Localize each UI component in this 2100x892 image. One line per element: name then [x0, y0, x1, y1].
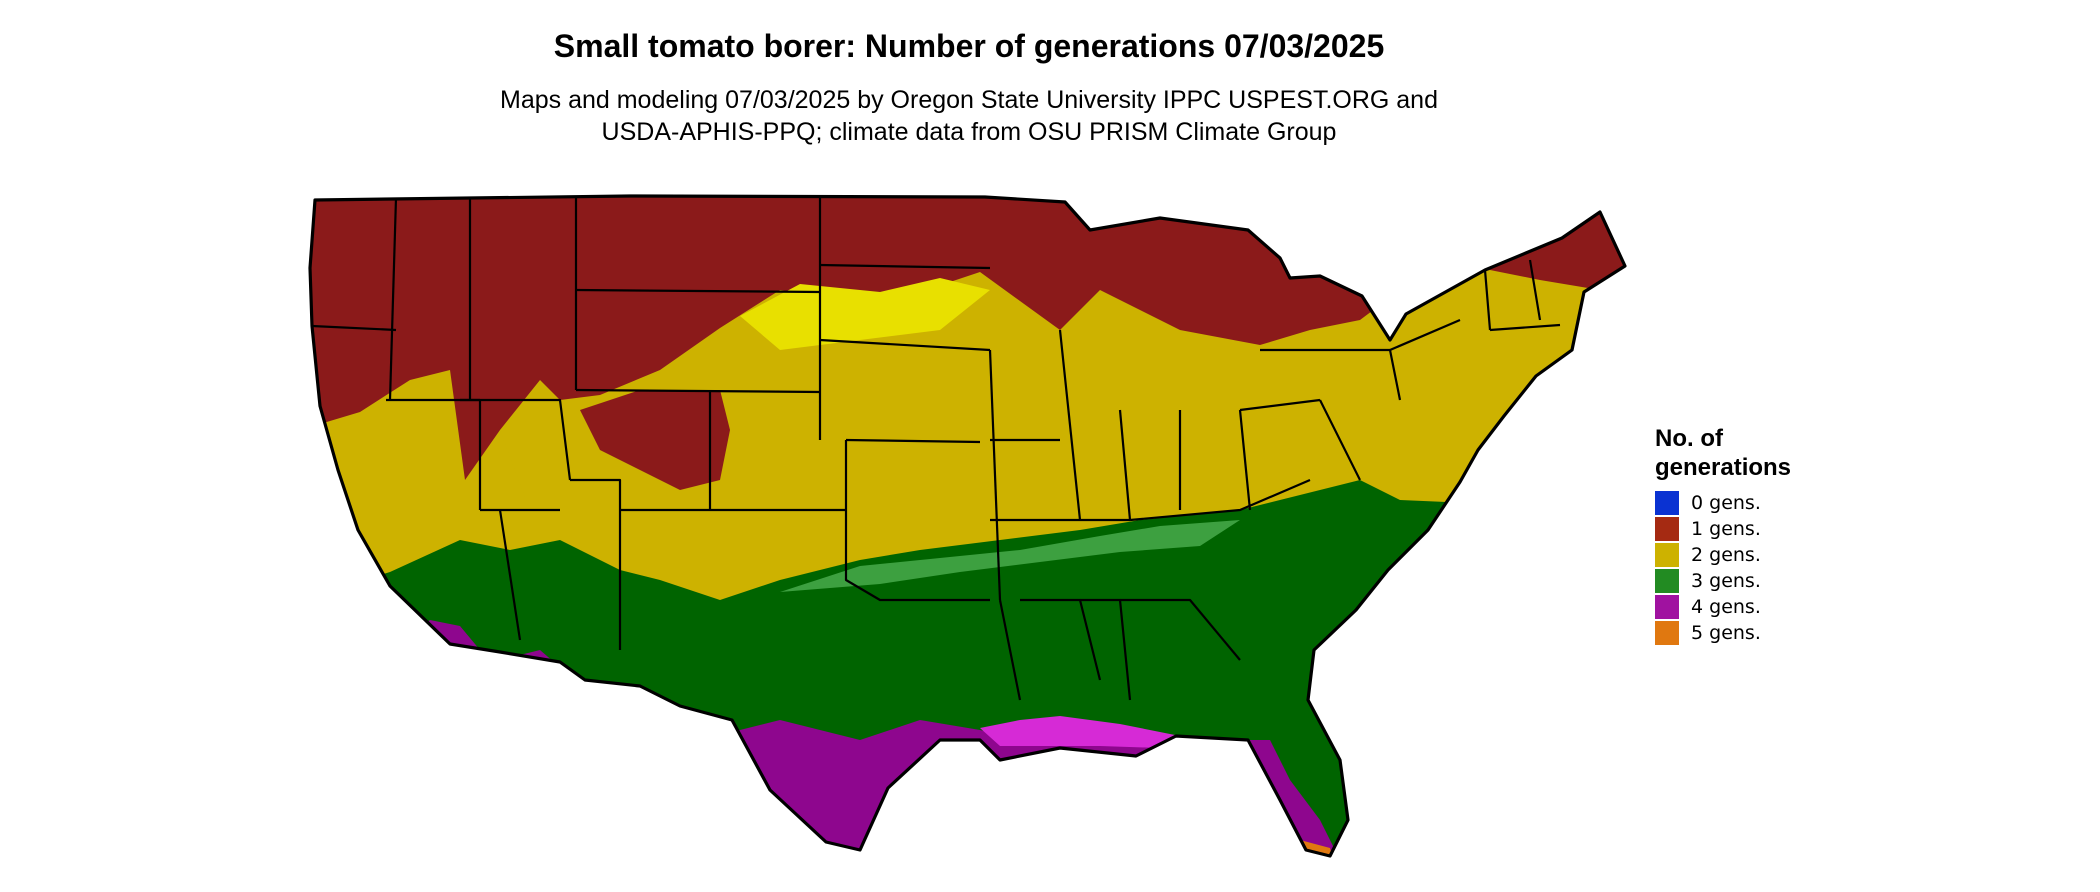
- map-subtitle-line-2: USDA-APHIS-PPQ; climate data from OSU PR…: [601, 118, 1337, 146]
- legend-items: 0 gens. 1 gens. 2 gens. 3 gens. 4 gens. …: [1655, 490, 1915, 646]
- legend-label-2-gens: 2 gens.: [1691, 544, 1761, 566]
- legend-label-4-gens: 4 gens.: [1691, 596, 1761, 618]
- legend-item-5-gens: 5 gens.: [1655, 620, 1915, 646]
- legend-swatch-5-gens: [1655, 621, 1679, 645]
- generation-zones: [310, 196, 1625, 856]
- legend-swatch-2-gens: [1655, 543, 1679, 567]
- legend-title: No. of generations: [1655, 424, 1915, 482]
- legend-swatch-1-gens: [1655, 517, 1679, 541]
- us-map-svg: [308, 194, 1627, 858]
- zone-4-gens-light: [980, 716, 1180, 748]
- legend-label-3-gens: 3 gens.: [1691, 570, 1761, 592]
- legend-swatch-3-gens: [1655, 569, 1679, 593]
- legend-swatch-0-gens: [1655, 491, 1679, 515]
- legend-item-3-gens: 3 gens.: [1655, 568, 1915, 594]
- legend-label-1-gens: 1 gens.: [1691, 518, 1761, 540]
- legend-title-line-2: generations: [1655, 454, 1792, 481]
- legend-item-4-gens: 4 gens.: [1655, 594, 1915, 620]
- legend-title-line-1: No. of: [1655, 425, 1723, 452]
- map-subtitle: Maps and modeling 07/03/2025 by Oregon S…: [0, 84, 1938, 148]
- legend-label-0-gens: 0 gens.: [1691, 492, 1761, 514]
- zone-3-gens-light: [780, 520, 1240, 592]
- state-boundaries: [311, 197, 1561, 701]
- legend-label-5-gens: 5 gens.: [1691, 622, 1761, 644]
- generations-map: [300, 180, 1630, 890]
- map-subtitle-line-1: Maps and modeling 07/03/2025 by Oregon S…: [500, 86, 1438, 114]
- zone-2-gens-light: [740, 278, 990, 350]
- zone-1-gens-rockies-south: [580, 390, 730, 490]
- legend-swatch-4-gens: [1655, 595, 1679, 619]
- legend: No. of generations 0 gens. 1 gens. 2 gen…: [1655, 424, 1915, 646]
- legend-item-2-gens: 2 gens.: [1655, 542, 1915, 568]
- legend-item-1-gens: 1 gens.: [1655, 516, 1915, 542]
- legend-item-0-gens: 0 gens.: [1655, 490, 1915, 516]
- map-title: Small tomato borer: Number of generation…: [553, 28, 1385, 64]
